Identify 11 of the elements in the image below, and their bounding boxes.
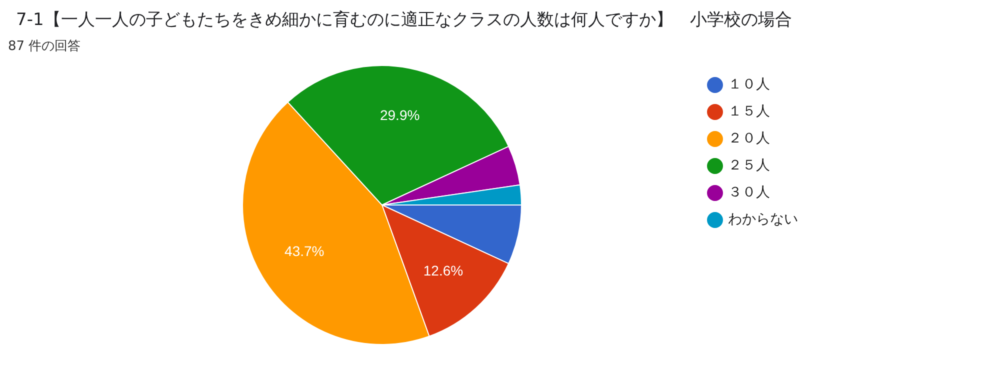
legend-label: ２５人: [728, 158, 770, 174]
legend-label: ２０人: [728, 130, 770, 147]
data-label: 43.7%: [284, 242, 324, 259]
text: 87 件の回答: [8, 38, 82, 55]
legend-label: １５人: [728, 104, 770, 120]
data-label: 29.9%: [380, 106, 420, 123]
chart-title: 7-1【一人一人の子どもたちをきめ細かに育むのに適正なクラスの人数は何人ですか】 小学校の場合: [15, 9, 793, 31]
legend-label: １０人: [728, 76, 770, 93]
data-label: 12.6%: [423, 262, 464, 279]
legend-label: わからない: [728, 212, 798, 228]
legend-label: ３０人: [728, 184, 770, 201]
